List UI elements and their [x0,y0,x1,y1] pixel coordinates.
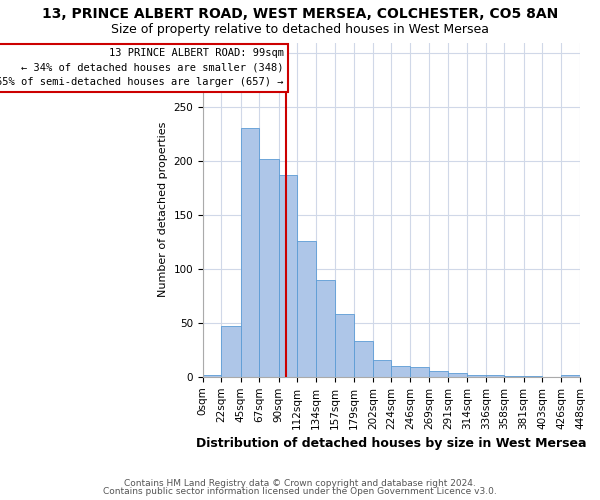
X-axis label: Distribution of detached houses by size in West Mersea: Distribution of detached houses by size … [196,437,587,450]
Bar [241,128,259,377]
Bar [316,280,335,377]
Bar [297,241,316,377]
Bar [259,159,278,377]
Bar [504,376,524,377]
Bar [373,360,391,377]
Bar [430,372,448,377]
Text: Contains public sector information licensed under the Open Government Licence v3: Contains public sector information licen… [103,487,497,496]
Bar [448,372,467,377]
Bar [467,374,486,377]
Bar [410,367,430,377]
Text: Size of property relative to detached houses in West Mersea: Size of property relative to detached ho… [111,22,489,36]
Bar [335,314,353,377]
Text: 13 PRINCE ALBERT ROAD: 99sqm
← 34% of detached houses are smaller (348)
65% of s: 13 PRINCE ALBERT ROAD: 99sqm ← 34% of de… [0,48,284,88]
Bar [486,374,504,377]
Bar [353,341,373,377]
Bar [391,366,410,377]
Bar [278,175,297,377]
Bar [221,326,241,377]
Bar [203,374,221,377]
Text: Contains HM Land Registry data © Crown copyright and database right 2024.: Contains HM Land Registry data © Crown c… [124,478,476,488]
Bar [524,376,542,377]
Y-axis label: Number of detached properties: Number of detached properties [158,122,168,298]
Bar [562,374,580,377]
Text: 13, PRINCE ALBERT ROAD, WEST MERSEA, COLCHESTER, CO5 8AN: 13, PRINCE ALBERT ROAD, WEST MERSEA, COL… [42,8,558,22]
